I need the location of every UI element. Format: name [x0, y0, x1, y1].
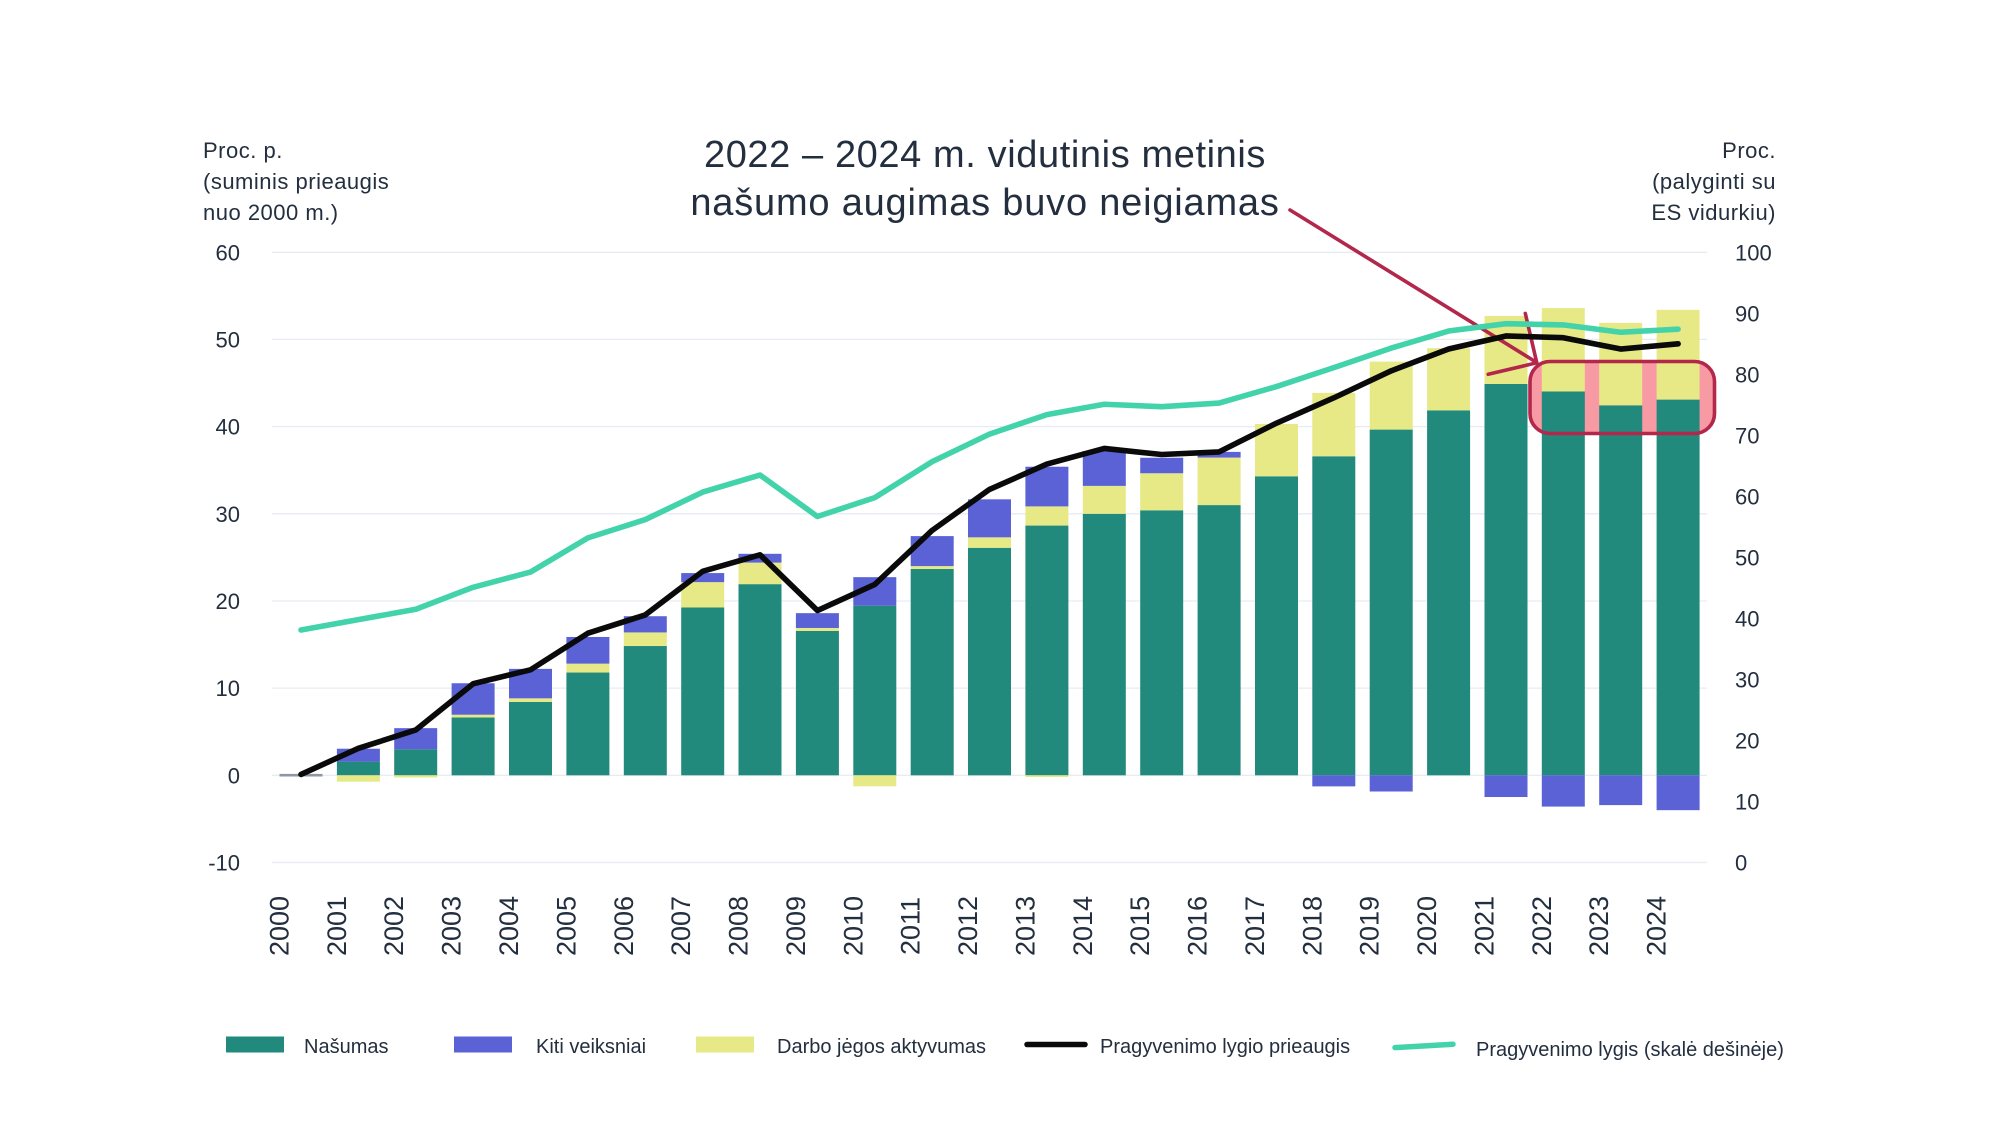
svg-text:2008: 2008 — [724, 896, 754, 956]
svg-text:10: 10 — [216, 676, 240, 701]
svg-text:2024: 2024 — [1642, 896, 1672, 956]
svg-text:2021: 2021 — [1470, 896, 1500, 956]
svg-text:2019: 2019 — [1355, 896, 1385, 956]
svg-text:2014: 2014 — [1068, 896, 1098, 956]
svg-text:30: 30 — [216, 502, 240, 527]
svg-text:nuo 2000 m.): nuo 2000 m.) — [203, 200, 339, 225]
svg-text:2006: 2006 — [609, 896, 639, 956]
svg-text:Pragyvenimo lygis (skalė dešin: Pragyvenimo lygis (skalė dešinėje) — [1476, 1039, 1784, 1061]
svg-text:2022: 2022 — [1527, 896, 1557, 956]
svg-text:2005: 2005 — [551, 896, 581, 956]
svg-text:(palyginti su: (palyginti su — [1652, 169, 1776, 194]
svg-text:2007: 2007 — [666, 896, 696, 956]
svg-text:Darbo jėgos aktyvumas: Darbo jėgos aktyvumas — [777, 1036, 986, 1058]
svg-text:2001: 2001 — [322, 896, 352, 956]
svg-text:(suminis prieaugis: (suminis prieaugis — [203, 169, 389, 194]
svg-text:2002: 2002 — [379, 896, 409, 956]
svg-text:2017: 2017 — [1240, 896, 1270, 956]
svg-text:40: 40 — [216, 415, 240, 440]
svg-text:2016: 2016 — [1183, 896, 1213, 956]
svg-text:0: 0 — [228, 763, 240, 788]
svg-text:2009: 2009 — [781, 896, 811, 956]
svg-text:ES vidurkiu): ES vidurkiu) — [1651, 200, 1776, 225]
svg-text:2023: 2023 — [1584, 896, 1614, 956]
svg-text:80: 80 — [1735, 362, 1759, 387]
svg-text:100: 100 — [1735, 240, 1772, 265]
svg-text:70: 70 — [1735, 423, 1759, 448]
svg-text:20: 20 — [216, 589, 240, 614]
svg-text:2018: 2018 — [1297, 896, 1327, 956]
svg-text:Proc. p.: Proc. p. — [203, 138, 283, 163]
svg-text:2012: 2012 — [953, 896, 983, 956]
svg-text:2004: 2004 — [494, 896, 524, 956]
svg-text:20: 20 — [1735, 728, 1759, 753]
svg-text:Našumas: Našumas — [304, 1036, 388, 1058]
svg-text:2003: 2003 — [437, 896, 467, 956]
svg-text:30: 30 — [1735, 667, 1759, 692]
svg-text:2013: 2013 — [1010, 896, 1040, 956]
svg-text:našumo augimas buvo neigiamas: našumo augimas buvo neigiamas — [690, 182, 1279, 224]
svg-text:2010: 2010 — [838, 896, 868, 956]
svg-text:0: 0 — [1735, 851, 1747, 876]
svg-text:2020: 2020 — [1412, 896, 1442, 956]
svg-text:40: 40 — [1735, 606, 1759, 631]
svg-text:2015: 2015 — [1125, 896, 1155, 956]
svg-text:Pragyvenimo lygio prieaugis: Pragyvenimo lygio prieaugis — [1100, 1036, 1350, 1058]
svg-text:60: 60 — [216, 240, 240, 265]
svg-text:10: 10 — [1735, 789, 1759, 814]
svg-text:Proc.: Proc. — [1722, 138, 1776, 163]
svg-text:2000: 2000 — [265, 896, 295, 956]
svg-text:2011: 2011 — [896, 897, 926, 955]
svg-text:2022 – 2024 m. vidutinis metin: 2022 – 2024 m. vidutinis metinis — [704, 134, 1266, 176]
svg-text:Kiti veiksniai: Kiti veiksniai — [536, 1036, 646, 1058]
svg-text:90: 90 — [1735, 301, 1759, 326]
svg-text:-10: -10 — [208, 850, 240, 875]
svg-text:50: 50 — [216, 327, 240, 352]
svg-text:50: 50 — [1735, 545, 1759, 570]
svg-text:60: 60 — [1735, 484, 1759, 509]
